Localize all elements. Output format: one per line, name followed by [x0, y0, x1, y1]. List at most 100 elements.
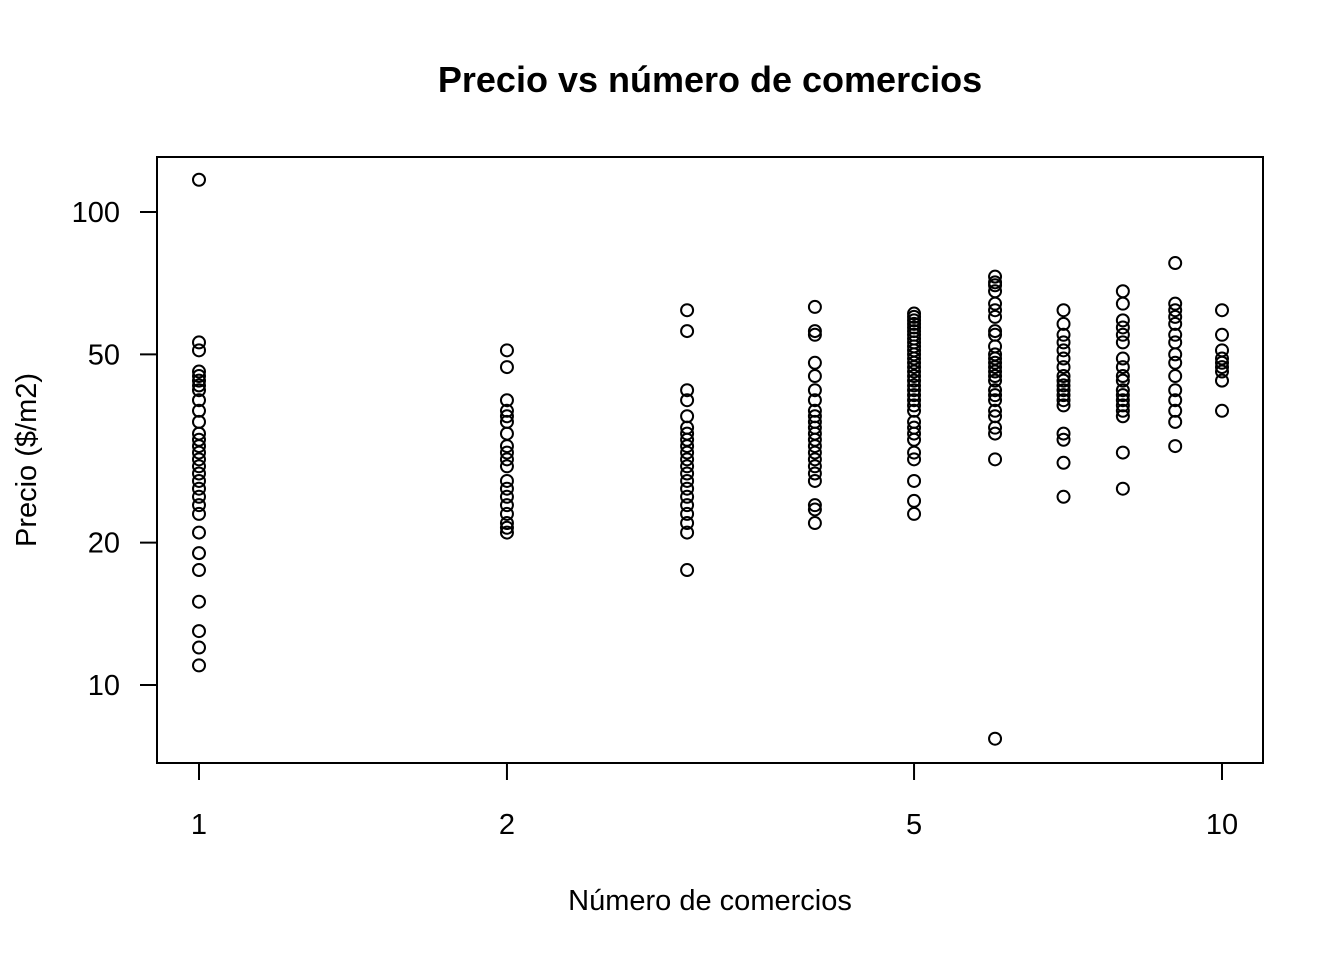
data-point [499, 459, 514, 474]
data-point [499, 452, 514, 467]
data-point [907, 373, 922, 388]
data-point [1168, 256, 1183, 271]
data-point [1168, 316, 1183, 331]
data-point [1056, 316, 1071, 331]
x-axis: 1 2 5 10 [191, 763, 1238, 841]
data-point [907, 383, 922, 398]
data-point [1215, 403, 1229, 418]
data-point [807, 369, 822, 384]
data-point [807, 324, 822, 339]
data-point [988, 324, 1003, 339]
data-point [680, 324, 695, 339]
data-point [907, 398, 922, 413]
data-point [1168, 439, 1183, 454]
data-point [807, 299, 822, 314]
x-tick-label-10: 10 [1206, 809, 1238, 841]
data-point [807, 355, 822, 370]
data-point [192, 172, 206, 187]
data-point [907, 355, 922, 370]
data-point [680, 383, 695, 398]
data-point [1168, 347, 1183, 362]
data-point [680, 473, 695, 488]
data-point [1168, 355, 1183, 370]
data-point [907, 452, 922, 467]
data-point [499, 426, 514, 441]
data-point [807, 439, 822, 454]
data-point [1056, 303, 1071, 318]
data-point [988, 269, 1003, 284]
data-point [1056, 432, 1071, 447]
data-point [680, 409, 695, 424]
data-point [907, 369, 922, 384]
y-tick-label-20: 20 [88, 528, 120, 560]
data-point [192, 452, 206, 467]
data-point [680, 393, 695, 408]
data-point [192, 459, 206, 474]
data-point [1215, 360, 1229, 375]
data-point [680, 516, 695, 531]
data-point [807, 393, 822, 408]
data-point [1115, 320, 1130, 335]
data-point [907, 378, 922, 393]
data-point [907, 493, 922, 508]
data-point [1115, 398, 1130, 413]
data-point [1215, 327, 1229, 342]
data-point [988, 278, 1003, 293]
data-point [1056, 373, 1071, 388]
data-point [1115, 481, 1130, 496]
data-point [807, 473, 822, 488]
data-point [988, 303, 1003, 318]
data-point [499, 498, 514, 513]
data-point [192, 364, 206, 379]
data-point [680, 481, 695, 496]
data-point [988, 355, 1003, 370]
data-point [807, 383, 822, 398]
data-point [1168, 383, 1183, 398]
x-tick-label-1: 1 [191, 809, 207, 841]
data-point [807, 327, 822, 342]
data-point [192, 481, 206, 496]
data-point [192, 466, 206, 481]
data-point [499, 393, 514, 408]
x-tick-label-2: 2 [499, 809, 515, 841]
data-point [988, 731, 1003, 746]
data-point [192, 658, 206, 673]
chart-title: Precio vs número de comercios [438, 59, 982, 100]
data-point [680, 452, 695, 467]
data-point [1215, 373, 1229, 388]
data-point [988, 309, 1003, 324]
data-point [1215, 303, 1229, 318]
data-point [988, 360, 1003, 375]
data-point [1056, 455, 1071, 470]
data-point [499, 343, 514, 358]
data-point [907, 506, 922, 521]
data-point [988, 369, 1003, 384]
data-point [1056, 351, 1071, 366]
data-point [192, 393, 206, 408]
data-point [807, 459, 822, 474]
data-point [499, 481, 514, 496]
data-point [192, 563, 206, 578]
data-point [1115, 369, 1130, 384]
data-point [1115, 393, 1130, 408]
data-point [1056, 383, 1071, 398]
data-point [1215, 355, 1229, 370]
data-point [1168, 303, 1183, 318]
data-point [192, 473, 206, 488]
data-point [499, 445, 514, 460]
data-point [988, 403, 1003, 418]
data-point [680, 525, 695, 540]
y-tick-label-50: 50 [88, 339, 120, 371]
data-point [1115, 351, 1130, 366]
y-tick-label-10: 10 [88, 670, 120, 702]
data-point [1168, 296, 1183, 311]
data-point [1168, 309, 1183, 324]
data-point [1115, 335, 1130, 350]
data-point [907, 393, 922, 408]
plot-frame [156, 156, 1264, 764]
data-point [907, 360, 922, 375]
data-point [807, 502, 822, 517]
data-point [1056, 426, 1071, 441]
data-point [988, 426, 1003, 441]
data-point [192, 498, 206, 513]
